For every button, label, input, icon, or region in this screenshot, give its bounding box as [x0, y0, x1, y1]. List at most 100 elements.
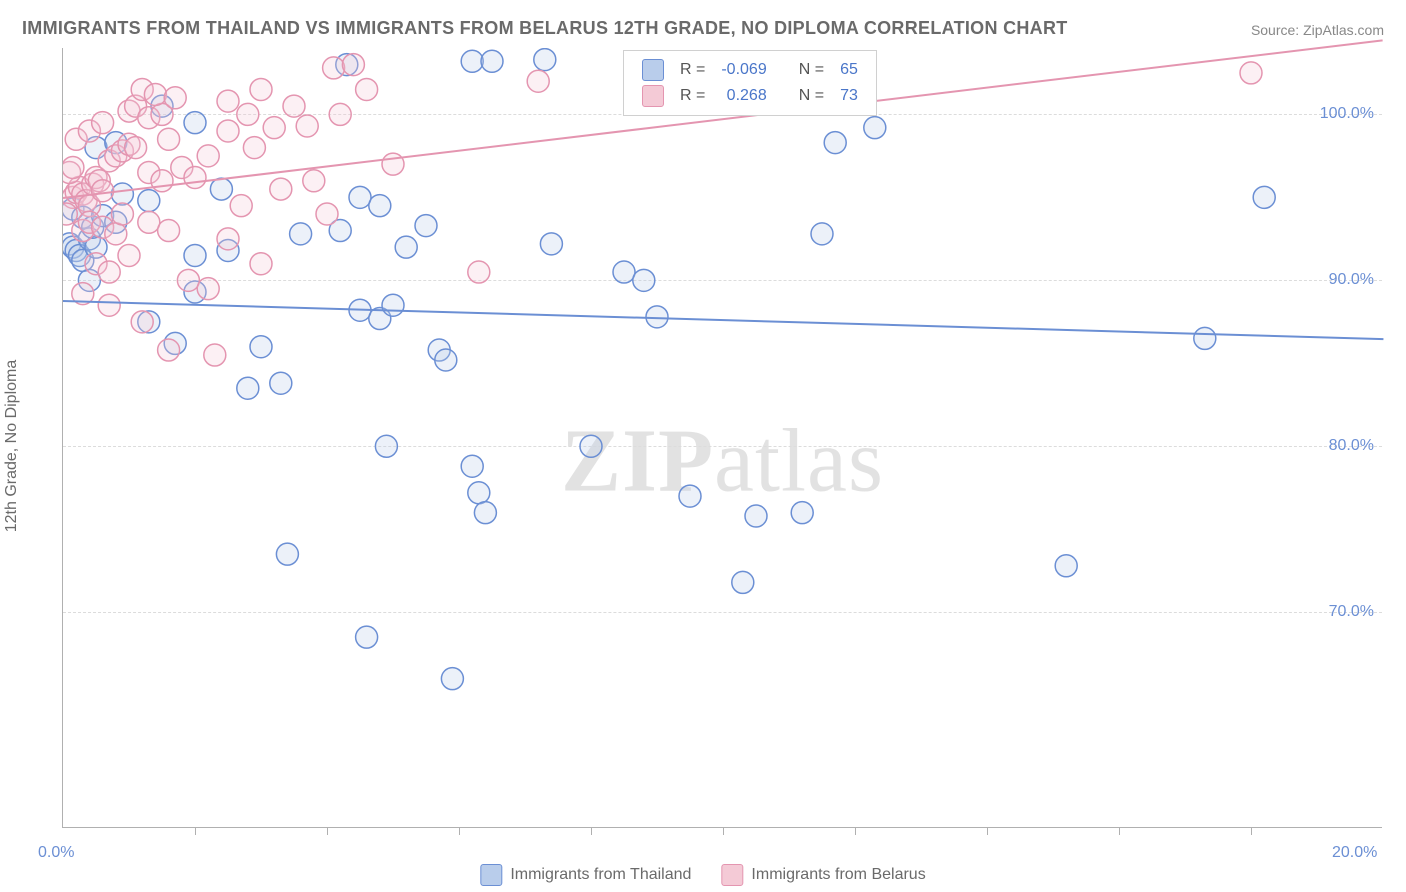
- data-point: [679, 485, 701, 507]
- y-tick-label: 70.0%: [1329, 603, 1374, 621]
- data-point: [65, 181, 87, 203]
- data-point: [1194, 327, 1216, 349]
- data-point: [210, 178, 232, 200]
- data-point: [540, 233, 562, 255]
- gridline: [63, 446, 1382, 447]
- data-point: [63, 156, 84, 178]
- data-point: [732, 571, 754, 593]
- data-point: [184, 281, 206, 303]
- x-tick: [1251, 827, 1252, 835]
- watermark-zip: ZIP: [561, 411, 714, 510]
- data-point: [105, 211, 127, 233]
- data-point: [296, 115, 318, 137]
- data-point: [250, 253, 272, 275]
- data-point: [237, 377, 259, 399]
- data-point: [138, 211, 160, 233]
- data-point: [82, 216, 104, 238]
- data-point: [88, 170, 110, 192]
- data-point: [415, 215, 437, 237]
- data-point: [138, 107, 160, 129]
- data-point: [98, 150, 120, 172]
- data-point: [481, 50, 503, 72]
- data-point: [184, 244, 206, 266]
- data-point: [811, 223, 833, 245]
- data-point: [441, 668, 463, 690]
- data-point: [63, 203, 77, 225]
- data-point: [250, 78, 272, 100]
- data-point: [382, 294, 404, 316]
- data-point: [118, 133, 140, 155]
- data-point: [527, 70, 549, 92]
- n-value: 73: [832, 83, 866, 109]
- gridline: [63, 280, 1382, 281]
- r-label: R =: [672, 83, 713, 109]
- n-label: N =: [791, 57, 832, 83]
- x-tick: [855, 827, 856, 835]
- data-point: [534, 49, 556, 71]
- n-value: 65: [832, 57, 866, 83]
- data-point: [342, 54, 364, 76]
- data-point: [138, 161, 160, 183]
- n-label: N =: [791, 83, 832, 109]
- data-point: [63, 161, 81, 183]
- y-axis-label: 12th Grade, No Diploma: [3, 360, 21, 533]
- y-tick-label: 80.0%: [1329, 437, 1374, 455]
- data-point: [105, 223, 127, 245]
- data-point: [85, 166, 107, 188]
- legend-swatch: [642, 85, 664, 107]
- data-point: [791, 502, 813, 524]
- data-point: [204, 344, 226, 366]
- data-point: [250, 336, 272, 358]
- data-point: [78, 211, 100, 233]
- data-point: [864, 117, 886, 139]
- source-prefix: Source:: [1251, 22, 1303, 38]
- r-value: 0.268: [713, 83, 774, 109]
- data-point: [111, 203, 133, 225]
- data-point: [63, 198, 84, 220]
- y-tick-label: 90.0%: [1329, 271, 1374, 289]
- gridline: [63, 612, 1382, 613]
- data-point: [144, 83, 166, 105]
- x-tick: [1119, 827, 1120, 835]
- scatter-svg: [63, 48, 1383, 828]
- x-tick: [591, 827, 592, 835]
- watermark: ZIPatlas: [561, 409, 884, 512]
- data-point: [85, 236, 107, 258]
- data-point: [131, 78, 153, 100]
- data-point: [217, 120, 239, 142]
- data-point: [118, 100, 140, 122]
- data-point: [158, 339, 180, 361]
- data-point: [461, 50, 483, 72]
- legend-label-thailand: Immigrants from Thailand: [510, 866, 691, 884]
- data-point: [395, 236, 417, 258]
- data-point: [164, 87, 186, 109]
- data-point: [105, 132, 127, 154]
- data-point: [138, 311, 160, 333]
- x-tick: [459, 827, 460, 835]
- data-point: [92, 205, 114, 227]
- data-point: [111, 140, 133, 162]
- data-point: [85, 253, 107, 275]
- data-point: [217, 90, 239, 112]
- data-point: [65, 128, 87, 150]
- r-value: -0.069: [713, 57, 774, 83]
- data-point: [111, 183, 133, 205]
- data-point: [197, 145, 219, 167]
- source-link[interactable]: ZipAtlas.com: [1303, 22, 1384, 38]
- x-tick: [723, 827, 724, 835]
- legend-item-belarus: Immigrants from Belarus: [721, 864, 925, 886]
- data-point: [349, 186, 371, 208]
- data-point: [85, 137, 107, 159]
- data-point: [270, 372, 292, 394]
- data-point: [290, 223, 312, 245]
- data-point: [428, 339, 450, 361]
- data-point: [158, 220, 180, 242]
- chart-title: IMMIGRANTS FROM THAILAND VS IMMIGRANTS F…: [22, 18, 1068, 39]
- data-point: [72, 220, 94, 242]
- plot-area: ZIPatlas 70.0%80.0%90.0%100.0%R =-0.069N…: [62, 48, 1382, 828]
- data-point: [92, 216, 114, 238]
- data-point: [1055, 555, 1077, 577]
- source-attribution: Source: ZipAtlas.com: [1251, 22, 1384, 38]
- legend-swatch: [642, 59, 664, 81]
- data-point: [72, 249, 94, 271]
